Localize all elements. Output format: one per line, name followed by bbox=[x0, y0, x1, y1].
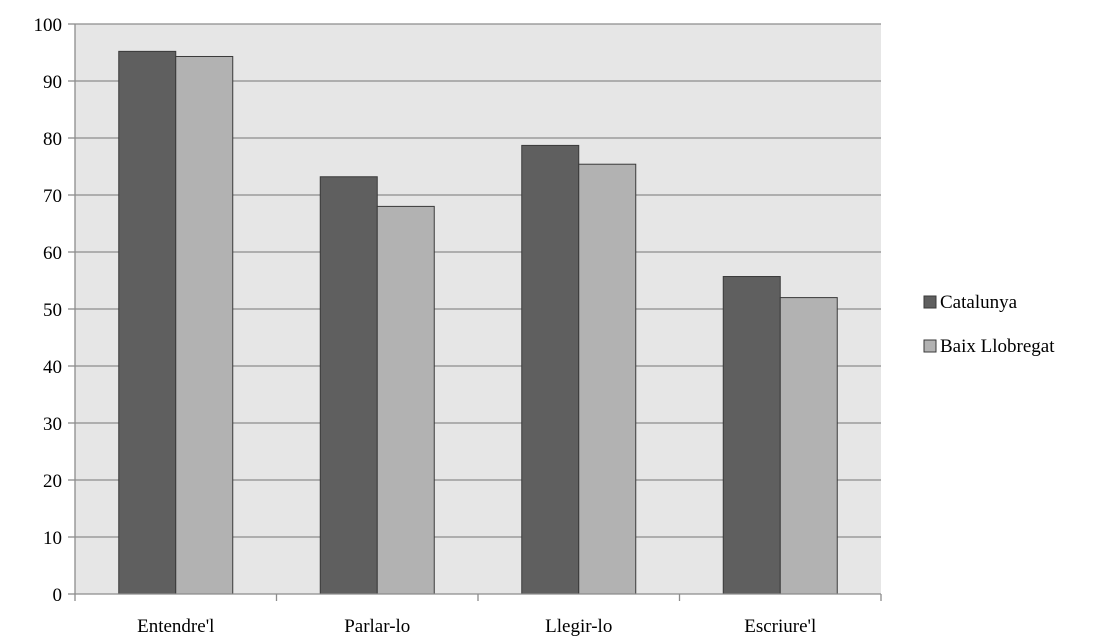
x-category-label: Llegir-lo bbox=[545, 616, 612, 637]
y-tick-label: 60 bbox=[43, 243, 62, 264]
bar-baix-llobregat-0 bbox=[175, 55, 234, 595]
y-tick-label: 100 bbox=[34, 15, 63, 36]
bar-catalunya-1 bbox=[319, 176, 378, 595]
x-category-label: Parlar-lo bbox=[344, 616, 410, 637]
legend-label: Baix Llobregat bbox=[940, 336, 1055, 357]
y-tick-label: 40 bbox=[43, 357, 62, 378]
y-tick-label: 70 bbox=[43, 186, 62, 207]
y-tick-label: 50 bbox=[43, 300, 62, 321]
y-tick-label: 0 bbox=[53, 585, 63, 606]
y-tick-label: 30 bbox=[43, 414, 62, 435]
legend-swatch bbox=[923, 339, 937, 353]
x-axis-ticks: Entendre'l Parlar-lo Llegir-lo Escriure'l bbox=[74, 594, 882, 637]
x-category-label: Entendre'l bbox=[137, 616, 214, 637]
bar-catalunya-0 bbox=[118, 50, 177, 595]
bar-baix-llobregat-2 bbox=[578, 163, 637, 595]
bars bbox=[118, 50, 838, 595]
legend-swatch bbox=[923, 295, 937, 309]
y-axis-ticks: 0 10 20 30 40 50 60 70 80 90 100 bbox=[34, 15, 75, 606]
bar-baix-llobregat-3 bbox=[779, 297, 838, 595]
bar-baix-llobregat-1 bbox=[376, 205, 435, 595]
x-category-label: Escriure'l bbox=[744, 616, 816, 637]
legend-label: Catalunya bbox=[940, 292, 1018, 313]
y-tick-label: 90 bbox=[43, 72, 62, 93]
legend: Catalunya Baix Llobregat bbox=[923, 292, 1055, 357]
y-tick-label: 80 bbox=[43, 129, 62, 150]
bar-catalunya-3 bbox=[722, 276, 781, 595]
y-tick-label: 10 bbox=[43, 528, 62, 549]
bar-catalunya-2 bbox=[521, 144, 580, 595]
y-tick-label: 20 bbox=[43, 471, 62, 492]
